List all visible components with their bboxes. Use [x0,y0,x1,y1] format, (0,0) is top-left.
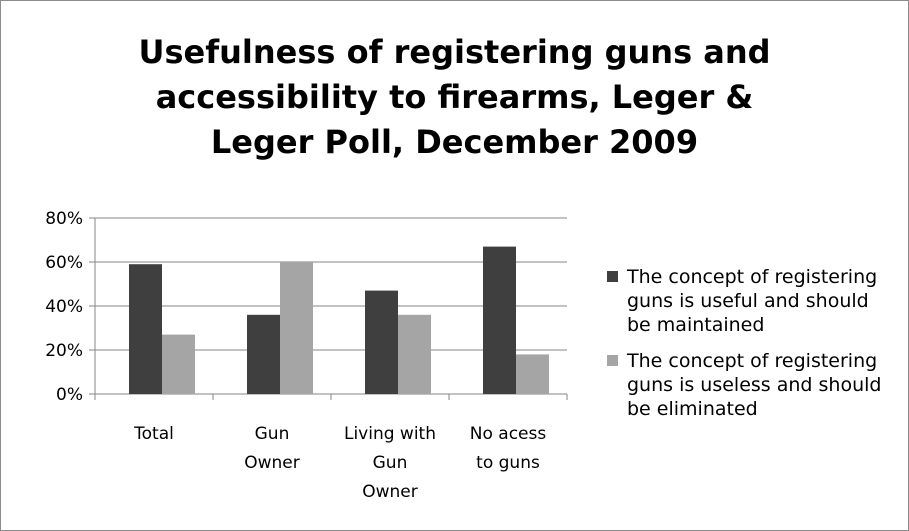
bar [247,314,280,394]
x-tick-label: Gun [255,424,290,444]
bar [280,262,313,394]
legend-label-useful-line-1: The concept of registering [627,266,878,288]
y-tick-label: 40% [45,297,83,317]
bar [483,246,516,394]
x-tick-label: to guns [476,453,540,473]
legend-label-useless-line-3: be eliminated [627,398,758,420]
legend-label-useful-line-2: guns is useful and should [627,290,869,312]
bar [365,290,398,394]
x-tick-label: Owner [244,453,300,473]
chart-title-line-2: accessibility to firearms, Leger & [155,78,754,116]
x-tick-label: Owner [362,482,418,502]
chart-title-line-3: Leger Poll, December 2009 [210,123,699,161]
x-tick-label: Total [133,424,174,444]
y-tick-label: 60% [45,253,83,273]
legend-item-useful: The concept of registering guns is usefu… [607,265,902,337]
legend-swatch-useful [607,271,618,282]
bar [516,354,549,394]
legend-label-useless-line-2: guns is useless and should [627,374,882,396]
y-tick-label: 0% [56,385,83,405]
chart-title-line-1: Usefulness of registering guns and [138,33,771,71]
y-tick-label: 20% [45,341,83,361]
x-tick-label: No acess [470,424,547,444]
bar [129,264,162,394]
x-tick-label: Gun [373,453,408,473]
legend-label-useful-line-3: be maintained [627,314,765,336]
legend-item-useless: The concept of registering guns is usele… [607,349,902,421]
bar [398,314,431,394]
y-tick-label: 80% [45,209,83,229]
legend-swatch-useless [607,355,618,366]
chart-title: Usefulness of registering guns and acces… [0,30,909,165]
legend: The concept of registering guns is usefu… [607,265,902,433]
bar [162,334,195,394]
x-tick-label: Living with [344,424,436,444]
legend-label-useless-line-1: The concept of registering [627,350,878,372]
